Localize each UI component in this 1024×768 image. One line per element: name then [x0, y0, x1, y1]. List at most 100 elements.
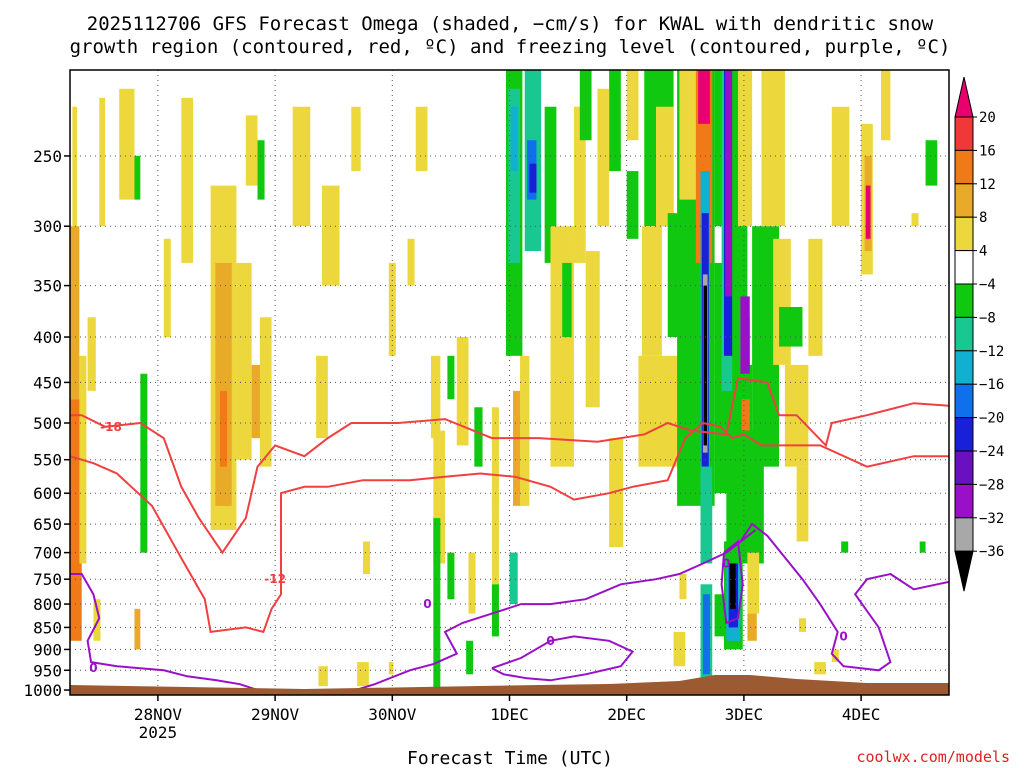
omega-cell [725, 70, 733, 297]
omega-cell [814, 662, 826, 675]
colorbar-segment [954, 116, 974, 151]
colorbar-label: −12 [979, 344, 1004, 360]
omega-cell [919, 541, 926, 553]
omega-cell [925, 140, 938, 186]
omega-cell [316, 355, 328, 439]
freezing-contour [739, 522, 949, 672]
y-tick-label: 350 [33, 277, 62, 296]
omega-cell [508, 88, 521, 263]
omega-cell [351, 106, 361, 172]
omega-cell [99, 97, 106, 227]
y-tick-label: 1000 [23, 681, 62, 700]
omega-cell [544, 106, 557, 263]
dgz-contour-label: -18 [100, 420, 122, 434]
colorbar-segment [954, 517, 974, 552]
y-axis: 250 300 350 400 450 500 550 600 650 700 750 800 850 9… [23, 147, 70, 700]
colorbar-label: −28 [979, 477, 1004, 493]
omega-cell [72, 106, 78, 227]
colorbar: 20 16 12 8 4 −4 −8 −12 −16 −20 −24 −28 −32 −36 [954, 76, 1004, 592]
omega-cell [259, 317, 272, 467]
omega-cell [388, 262, 396, 356]
omega-cell [87, 317, 96, 391]
omega-cell [447, 355, 455, 400]
colorbar-segment [954, 450, 974, 485]
omega-cell [579, 70, 592, 141]
dgz-contour [70, 376, 949, 555]
contour-lines: -18 -12 0 0 0 0 0 [70, 376, 949, 695]
omega-cell [513, 390, 522, 506]
colorbar-segment [954, 183, 974, 218]
colorbar-label: −8 [979, 310, 996, 326]
freezing-contour-label: 0 [839, 629, 847, 643]
y-tick-label: 300 [33, 217, 62, 236]
omega-cell [796, 466, 809, 542]
omega-cell [245, 115, 258, 186]
omega-cell [626, 70, 639, 141]
x-tick-label: 2DEC [607, 705, 646, 724]
omega-cell [251, 364, 264, 439]
omega-cell [292, 106, 311, 227]
dgz-contour [70, 421, 949, 634]
omega-cell [415, 106, 428, 172]
x-tick-label: 1DEC [490, 705, 529, 724]
omega-cell [747, 613, 757, 641]
colorbar-label: −4 [979, 277, 996, 293]
colorbar-segment [954, 483, 974, 519]
omega-cell [865, 185, 871, 239]
chart-title-line1: 2025112706 GFS Forecast Omega (shaded, −… [87, 13, 934, 35]
omega-cell [656, 106, 674, 227]
colorbar-label: 16 [979, 143, 996, 159]
omega-cell [597, 88, 610, 227]
x-tick-label: 29NOV [251, 705, 300, 724]
omega-cell [134, 608, 141, 650]
colorbar-label: −32 [979, 511, 1004, 527]
omega-cell [798, 618, 807, 632]
y-tick-label: 900 [33, 640, 62, 659]
y-tick-label: 600 [33, 484, 62, 503]
colorbar-segment [954, 283, 974, 318]
omega-cell [679, 574, 687, 600]
credit-link[interactable]: coolwx.com/models [856, 748, 1010, 766]
freezing-contour [720, 539, 744, 625]
omega-cell [700, 466, 713, 564]
colorbar-segment [954, 76, 974, 118]
x-axis-label: Forecast Time (UTC) [407, 748, 613, 768]
omega-cell [747, 552, 760, 614]
omega-cell [698, 70, 710, 124]
omega-cell [641, 226, 662, 356]
omega-cell [585, 251, 600, 408]
y-tick-label: 500 [33, 414, 62, 433]
omega-cell [119, 88, 135, 200]
omega-cell [456, 337, 469, 446]
omega-cell [236, 262, 252, 460]
colorbar-label: −36 [979, 544, 1004, 560]
omega-cell [881, 70, 891, 141]
colorbar-segment [954, 417, 974, 452]
grid-lines [70, 70, 949, 695]
x-tick-label: 3DEC [725, 705, 764, 724]
y-tick-label: 550 [33, 451, 62, 470]
y-tick-label: 800 [33, 595, 62, 614]
omega-cell [474, 407, 483, 467]
omega-cell [407, 238, 415, 286]
omega-cell [134, 155, 141, 200]
omega-cell [433, 518, 441, 691]
ground-terrain [70, 675, 949, 695]
freezing-contour [339, 529, 757, 695]
omega-cell [529, 163, 537, 193]
omega-cell [220, 390, 228, 467]
omega-cell [93, 599, 101, 641]
dgz-contour-label: -12 [264, 572, 286, 586]
omega-cell [509, 552, 518, 605]
omega-cell [911, 213, 919, 227]
y-tick-label: 250 [33, 147, 62, 166]
freezing-contour-label: 0 [722, 556, 730, 570]
ground-fill [70, 675, 949, 695]
omega-cell [510, 106, 518, 172]
omega-cell [841, 541, 849, 553]
colorbar-segment [954, 350, 974, 385]
omega-cell [808, 238, 823, 356]
